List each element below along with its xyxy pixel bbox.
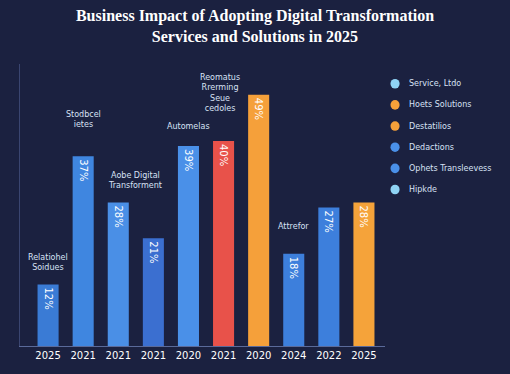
svg-text:Automelas: Automelas	[167, 122, 210, 131]
svg-text:49%: 49%	[253, 98, 264, 120]
svg-text:2022: 2022	[316, 350, 341, 361]
svg-text:Destatilios: Destatilios	[409, 122, 451, 131]
svg-text:12%: 12%	[43, 287, 54, 309]
svg-text:28%: 28%	[358, 205, 369, 227]
svg-text:28%: 28%	[113, 205, 124, 227]
svg-text:Dedactions: Dedactions	[409, 143, 454, 152]
svg-text:2020: 2020	[246, 350, 271, 361]
svg-text:Stodbcelietes: Stodbcelietes	[66, 110, 101, 129]
svg-text:Business Impact of Adopting Di: Business Impact of Adopting Digital Tran…	[76, 7, 434, 45]
svg-text:2021: 2021	[211, 350, 236, 361]
svg-text:Service, Ltdo: Service, Ltdo	[409, 79, 461, 88]
svg-text:21%: 21%	[148, 241, 159, 263]
svg-text:2025: 2025	[351, 350, 376, 361]
svg-text:37%: 37%	[78, 159, 89, 181]
svg-text:18%: 18%	[288, 257, 299, 279]
svg-text:2024: 2024	[281, 350, 306, 361]
svg-text:RelatiohelSoidues: RelatiohelSoidues	[28, 253, 68, 272]
svg-text:Ophets Transleevess: Ophets Transleevess	[409, 164, 491, 173]
svg-text:Hipkde: Hipkde	[409, 185, 437, 194]
svg-text:2025: 2025	[35, 350, 60, 361]
svg-text:40%: 40%	[218, 144, 229, 166]
svg-text:Hoets Solutions: Hoets Solutions	[409, 100, 471, 109]
svg-text:2021: 2021	[70, 350, 95, 361]
svg-text:Aobe DigitalTransforment: Aobe DigitalTransforment	[108, 171, 162, 190]
svg-text:39%: 39%	[183, 149, 194, 171]
svg-text:Attrefor: Attrefor	[278, 222, 309, 231]
svg-text:27%: 27%	[323, 211, 334, 233]
svg-text:ReomatusRrermingSeuecedoles: ReomatusRrermingSeuecedoles	[200, 73, 240, 113]
svg-text:2021: 2021	[141, 350, 166, 361]
svg-text:2021: 2021	[106, 350, 131, 361]
svg-text:2020: 2020	[176, 350, 201, 361]
